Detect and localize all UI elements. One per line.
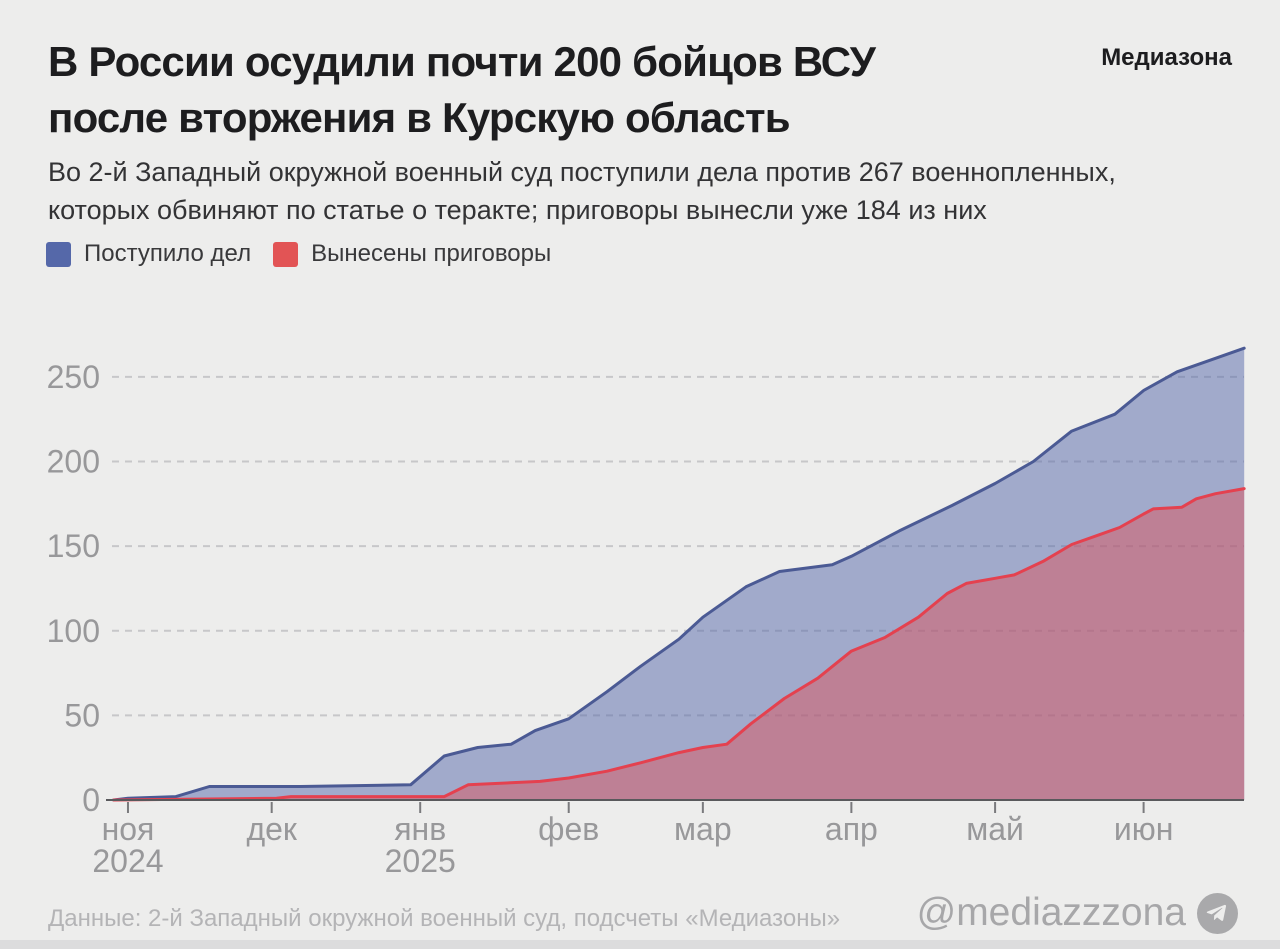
telegram-handle-text: @mediazzzona: [916, 891, 1186, 934]
title-line-2: после вторжения в Курскую область: [48, 94, 791, 141]
x-axis-label-май: май: [966, 811, 1024, 847]
chart-legend: Поступило дел Вынесены приговоры: [46, 240, 551, 268]
x-axis-label-янв: янв: [394, 811, 446, 847]
subtitle-line-1: Во 2-й Западный окружной военный суд пос…: [48, 157, 1116, 187]
x-axis-label-фев: фев: [538, 811, 599, 847]
legend-item-verdicts: Вынесены приговоры: [273, 240, 551, 268]
legend-item-cases: Поступило дел: [46, 240, 251, 268]
subtitle-line-2: которых обвиняют по статье о теракте; пр…: [48, 195, 987, 225]
x-axis-label-июн: июн: [1114, 811, 1174, 847]
y-axis-label-0: 0: [82, 782, 100, 818]
x-axis-year-label-2024: 2024: [92, 843, 163, 879]
bottom-edge-strip: [0, 940, 1280, 949]
telegram-handle: @mediazzzona: [917, 891, 1238, 935]
subtitle: Во 2-й Западный окружной военный суд пос…: [48, 153, 1116, 229]
x-axis-year-label-2025: 2025: [385, 843, 456, 879]
title-line-1: В России осудили почти 200 бойцов ВСУ: [48, 38, 876, 85]
legend-label-verdicts: Вынесены приговоры: [311, 240, 552, 267]
y-axis-label-100: 100: [47, 613, 100, 649]
area-fill-verdicts: [113, 488, 1245, 800]
x-axis-label-дек: дек: [246, 811, 297, 847]
area-fill-cases: [113, 348, 1245, 800]
x-axis-label-мар: мар: [674, 811, 732, 847]
data-source-note: Данные: 2-й Западный окружной военный су…: [48, 905, 841, 932]
y-axis-label-50: 50: [64, 697, 100, 733]
brand-logo: Медиазона: [1101, 44, 1232, 71]
telegram-icon: [1197, 892, 1238, 934]
series-line-verdicts: [112, 487, 1246, 802]
x-axis-label-ноя: ноя: [102, 811, 155, 847]
series-line-cases: [112, 346, 1246, 802]
telegram-plane-icon: [1206, 904, 1227, 921]
legend-label-cases: Поступило дел: [84, 240, 252, 267]
page-title: В России осудили почти 200 бойцов ВСУ по…: [48, 34, 876, 146]
legend-swatch-blue: [46, 241, 71, 267]
y-axis-label-200: 200: [47, 444, 100, 480]
legend-swatch-red: [273, 241, 299, 267]
y-axis-label-250: 250: [47, 359, 100, 395]
x-axis-label-апр: апр: [825, 811, 878, 847]
y-axis-label-150: 150: [47, 528, 100, 564]
